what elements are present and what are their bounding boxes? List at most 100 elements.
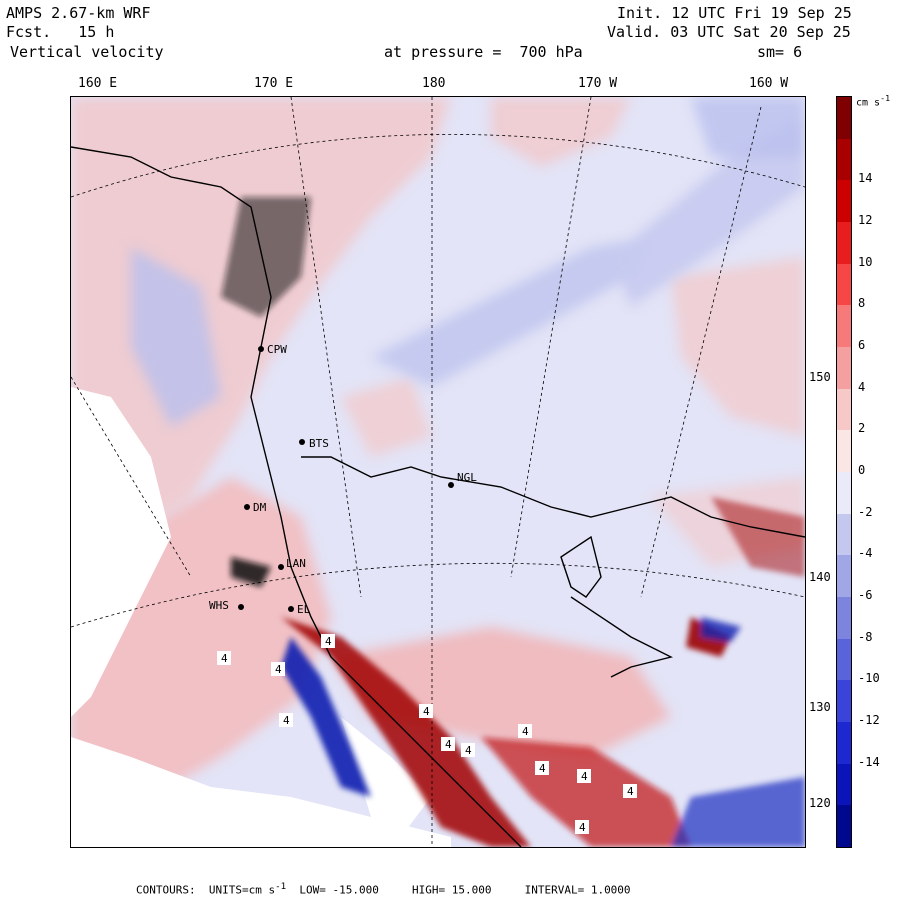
station-label: BTS [309,437,329,450]
lon-label: 160 E [78,76,118,91]
contour-label: 4 [221,652,228,665]
colorbar-tick-label: 10 [858,254,873,269]
contour-label: 4 [283,714,290,727]
colorbar-tick-label: -4 [858,546,873,561]
colorbar-swatch [837,680,851,722]
negative-velocity-areas [131,97,805,427]
colorbar-swatch [837,722,851,764]
colorbar-tick-label: -6 [858,588,873,602]
colorbar-swatch [837,222,851,264]
vertical-velocity-map: CPW BTS NGL DM LAN WHS EL 4 4 4 4 4 4 4 … [70,96,806,848]
units-exponent: -1 [880,93,891,103]
smoothing: sm= 6 [757,43,803,61]
colorbar-tick-label: 2 [858,421,866,436]
colorbar-swatch [837,597,851,639]
colorbar-swatch [837,513,851,556]
lat-label: 140 W [809,570,846,584]
contour-label: 4 [539,762,546,775]
lon-label: 170 W [578,76,618,91]
units-exponent: -1 [275,881,287,892]
colorbar-tick-label: 0 [858,463,866,477]
colorbar-swatch [837,305,851,347]
colorbar-swatch [837,472,851,514]
station-dot [299,439,305,445]
colorbar-tick-label: -14 [858,754,880,769]
lon-label: 170 E [254,76,294,91]
station-label: DM [253,501,267,514]
colorbar-swatch [837,763,851,806]
colorbar-tick-label: 6 [858,338,866,352]
colorbar-swatch [837,138,851,181]
low-value: LOW= -15.000 [299,883,379,897]
lat-label: 130 W [809,700,846,714]
contour-label: 4 [465,744,472,757]
valid-time: Valid. 03 UTC Sat 20 Sep 25 [607,23,851,41]
colorbar-tick-label: -8 [858,629,873,644]
valid-label: Valid. [607,23,662,41]
terrain-mask-mountain [341,717,431,837]
colorbar-tick-label: 4 [858,379,866,394]
station-label: WHS [209,599,229,612]
valid-value: 03 UTC Sat 20 Sep 25 [670,23,851,41]
colorbar-swatch [837,430,851,472]
terrain-mask-south [71,737,451,847]
contour-label: 4 [522,725,529,738]
pressure-label: at pressure = [384,43,502,61]
colorbar-tick-label: 12 [858,213,873,227]
colorbar-tick-label: 8 [858,296,866,311]
colorbar-tick-label: -12 [858,713,880,727]
fcst-label: Fcst. [6,23,52,41]
field-name: Vertical velocity [10,43,164,61]
interval-value: INTERVAL= 1.0000 [524,883,631,897]
colorbar-swatch [837,97,851,139]
colorbar-swatch [837,180,851,222]
contour-info: CONTOURS: UNITS=cm s-1 LOW= -15.000 HIGH… [136,881,631,897]
colorbar [836,96,852,848]
colorbar-tick-label: -2 [858,504,873,519]
station-markers [238,346,454,612]
colorbar-swatch [837,555,851,597]
station-labels: CPW BTS NGL DM LAN WHS EL [209,343,477,616]
contour-labels: 4 4 4 4 4 4 4 4 4 4 4 4 [217,634,637,834]
station-label: NGL [457,471,477,484]
colorbar-swatch [837,388,851,431]
terrain-mask-west [71,387,171,717]
lat-label: 120 W [809,796,846,810]
lat-label: 150 W [809,370,846,384]
positive-velocity-areas [71,97,805,797]
colorbar-swatch [837,638,851,681]
high-value: HIGH= 15.000 [411,883,492,897]
lon-label: 160 W [749,76,789,91]
init-value: 12 UTC Fri 19 Sep 25 [671,4,852,22]
station-label: CPW [267,343,287,356]
contour-label: 4 [423,705,430,718]
graticule [71,97,805,847]
station-dot [258,346,264,352]
colorbar-swatch [837,347,851,389]
station-label: LAN [286,557,306,570]
contour-label: 4 [581,770,588,783]
colorbar-swatch [837,805,851,847]
station-label: EL [297,603,311,616]
lon-label: 180 [422,76,446,91]
contour-label: 4 [627,785,634,798]
station-dot [238,604,244,610]
units-text: UNITS=cm s [208,883,276,897]
init-label: Init. [617,4,663,22]
contours-label: CONTOURS: [136,883,196,897]
contour-label: 4 [325,635,332,648]
init-time: Init. 12 UTC Fri 19 Sep 25 [617,4,852,22]
units-label: cm s [856,97,881,109]
contour-label: 4 [579,821,586,834]
forecast-hour: Fcst. 15 h [6,23,114,41]
station-dot [288,606,294,612]
pressure-value: 700 hPa [519,43,583,61]
station-dot [244,504,250,510]
coastline [71,146,805,847]
contour-label: 4 [445,738,452,751]
colorbar-units: cm s-1 [856,93,890,108]
contour-label: 4 [275,663,282,676]
station-dot [278,564,284,570]
fcst-value: 15 h [78,23,115,41]
colorbar-tick-label: -10 [858,671,880,686]
